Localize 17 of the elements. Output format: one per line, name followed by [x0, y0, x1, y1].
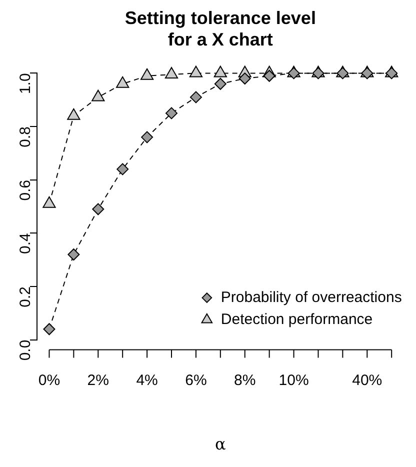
- y-tick-label: 0.6: [17, 180, 34, 201]
- y-tick-label: 0.8: [17, 126, 34, 148]
- x-tick-label: 8%: [234, 372, 256, 389]
- x-tick-label: 10%: [278, 372, 309, 389]
- legend-label: Probability of overreactions: [220, 288, 402, 306]
- x-tick-label: 0%: [38, 372, 60, 389]
- x-tick-label: 4%: [136, 372, 158, 389]
- x-tick-label: 40%: [352, 372, 382, 389]
- y-tick-label: 1.0: [17, 73, 34, 94]
- y-tick-label: 0.2: [17, 286, 34, 308]
- chart-title: Setting tolerance level for a X chart: [124, 8, 316, 50]
- legend-label: Detection performance: [220, 310, 373, 328]
- y-tick-label: 0.0: [17, 340, 34, 361]
- x-tick-label: 2%: [87, 372, 109, 389]
- x-tick-label: 6%: [185, 372, 207, 389]
- x-axis-title: α: [215, 434, 226, 454]
- y-tick-label: 0.4: [17, 233, 34, 254]
